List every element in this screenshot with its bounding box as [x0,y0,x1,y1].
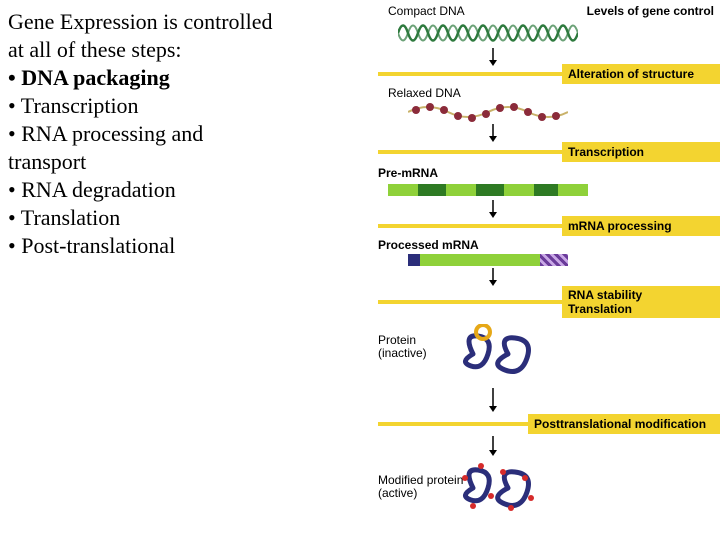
modified-protein-icon [453,458,543,518]
yellow-strip [378,422,528,426]
label-relaxed-dna: Relaxed DNA [388,86,461,100]
compact-dna-icon [398,18,578,48]
bullet-post-translational: • Post-translational [8,232,383,260]
arrow-icon [488,200,498,218]
gene-control-diagram: Levels of gene control Compact DNA Alter… [378,4,714,524]
bullet-rna-processing-2: transport [8,148,383,176]
bullet-transcription: • Transcription [8,92,383,120]
rna-segment [388,184,418,196]
exon-segment [480,254,510,266]
label-processed-mrna: Processed mRNA [378,238,479,252]
label-compact-dna: Compact DNA [388,4,465,18]
box-mrna-processing: mRNA processing [562,216,720,236]
processed-mrna-bar [408,254,568,266]
yellow-strip [378,72,562,76]
exon-segment [420,254,450,266]
pre-mrna-bar [388,184,588,196]
box-label: Posttranslational modification [534,417,706,431]
rna-segment [534,184,558,196]
diagram-title: Levels of gene control [587,4,714,18]
intro-line-1: Gene Expression is controlled [8,8,383,36]
yellow-strip [378,150,562,154]
bullet-dna-packaging: • DNA packaging [8,64,383,92]
arrow-icon [488,268,498,286]
arrow-icon [488,124,498,142]
relaxed-dna-icon [408,100,568,124]
bullet-translation: • Translation [8,204,383,232]
label-protein-inactive: Protein (inactive) [378,334,427,360]
rna-segment [418,184,446,196]
rna-segment [446,184,476,196]
arrow-icon [488,436,498,456]
arrow-icon [488,388,498,412]
bullet-rna-processing-1: • RNA processing and [8,120,383,148]
label-modified-protein: Modified protein (active) [378,474,463,500]
arrow-icon [488,48,498,66]
label-pre-mrna: Pre-mRNA [378,166,438,180]
mrna-cap [408,254,420,266]
box-posttranslational-modification: Posttranslational modification [528,414,720,434]
box-label: RNA stability Translation [568,288,642,316]
rna-segment [476,184,504,196]
yellow-strip [378,300,562,304]
bullet-rna-degradation: • RNA degradation [8,176,383,204]
box-label: Transcription [568,145,644,159]
intro-line-2: at all of these steps: [8,36,383,64]
exon-segment [510,254,540,266]
box-rna-stability-translation: RNA stability Translation [562,286,720,318]
modified-protein-2: (active) [378,486,417,500]
box-label: Alteration of structure [568,67,694,81]
protein-inactive-icon [453,324,543,384]
rna-segment [504,184,534,196]
protein-inactive-1: Protein [378,333,416,347]
box-transcription: Transcription [562,142,720,162]
protein-inactive-2: (inactive) [378,346,427,360]
slide-text: Gene Expression is controlled at all of … [8,8,383,260]
poly-a-tail [540,254,568,266]
exon-segment [450,254,480,266]
modified-protein-1: Modified protein [378,473,463,487]
yellow-strip [378,224,562,228]
box-alteration-of-structure: Alteration of structure [562,64,720,84]
rna-segment [558,184,588,196]
box-label: mRNA processing [568,219,672,233]
